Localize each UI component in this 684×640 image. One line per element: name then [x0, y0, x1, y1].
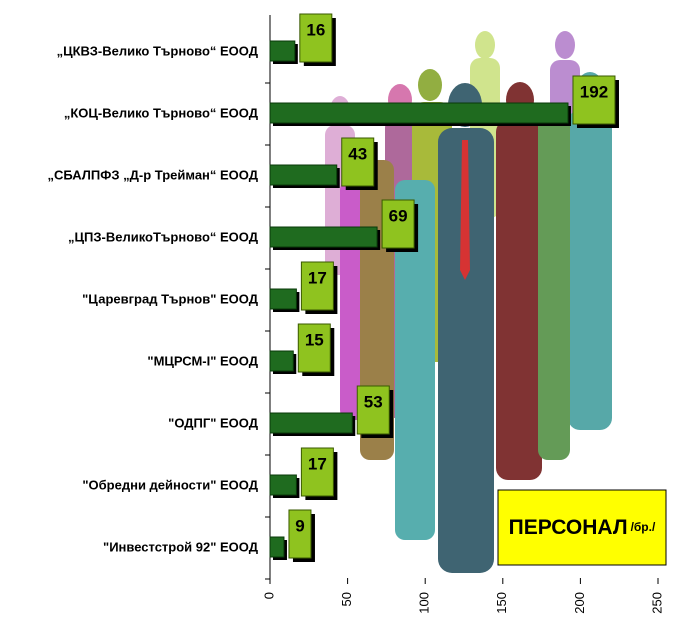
title-box	[497, 489, 667, 566]
bar	[269, 350, 294, 372]
y-tick-label: „ЦКВЗ-Велико Търново“ ЕООД	[57, 43, 259, 58]
value-label: 43	[348, 144, 367, 163]
value-label: 15	[305, 330, 324, 349]
y-tick-label: „ЦПЗ-ВеликоТърново“ ЕООД	[68, 229, 259, 244]
x-tick-label: 50	[339, 592, 354, 606]
value-label: 69	[389, 206, 408, 225]
unit-label: /бр./	[631, 520, 656, 534]
value-label-box	[356, 385, 390, 435]
value-label: 16	[306, 20, 325, 39]
value-label-box	[572, 75, 616, 125]
value-label-box	[341, 137, 375, 187]
x-tick-label: 200	[572, 592, 587, 614]
value-label: 9	[295, 516, 304, 535]
y-tick-label: "Царевград Търнов" ЕООД	[82, 291, 259, 306]
value-label: 17	[308, 454, 327, 473]
value-label-box	[381, 199, 415, 249]
title-group: ПЕРСОНАЛ/бр./	[509, 516, 656, 539]
bar	[269, 164, 338, 186]
value-label: 192	[580, 82, 608, 101]
chart-title: ПЕРСОНАЛ	[509, 516, 628, 539]
bar	[269, 412, 353, 434]
value-label: 17	[308, 268, 327, 287]
bar	[269, 474, 297, 496]
value-label-box	[288, 509, 312, 559]
value-label-box	[300, 261, 334, 311]
y-tick-label: "Обредни дейности" ЕООД	[82, 477, 258, 492]
x-tick-label: 150	[494, 592, 509, 614]
bar	[269, 536, 285, 558]
y-tick-label: "ОДПГ" ЕООД	[168, 415, 259, 430]
bar	[269, 40, 296, 62]
value-label-box	[297, 323, 331, 373]
bar	[269, 226, 378, 248]
y-tick-label: "МЦРСМ-I" ЕООД	[147, 353, 258, 368]
value-label-box	[300, 447, 334, 497]
bar	[269, 102, 569, 124]
y-tick-label: "Инвестстрой 92" ЕООД	[103, 539, 259, 554]
x-tick-label: 250	[649, 592, 664, 614]
y-tick-label: „КОЦ-Велико Търново“ ЕООД	[64, 105, 259, 120]
y-tick-label: „СБАЛПФЗ „Д-р Трейман“ ЕООД	[48, 167, 259, 182]
value-label: 53	[364, 392, 383, 411]
x-tick-label: 0	[261, 592, 276, 599]
x-tick-label: 100	[417, 592, 432, 614]
bar	[269, 288, 297, 310]
value-label-box	[299, 13, 333, 63]
